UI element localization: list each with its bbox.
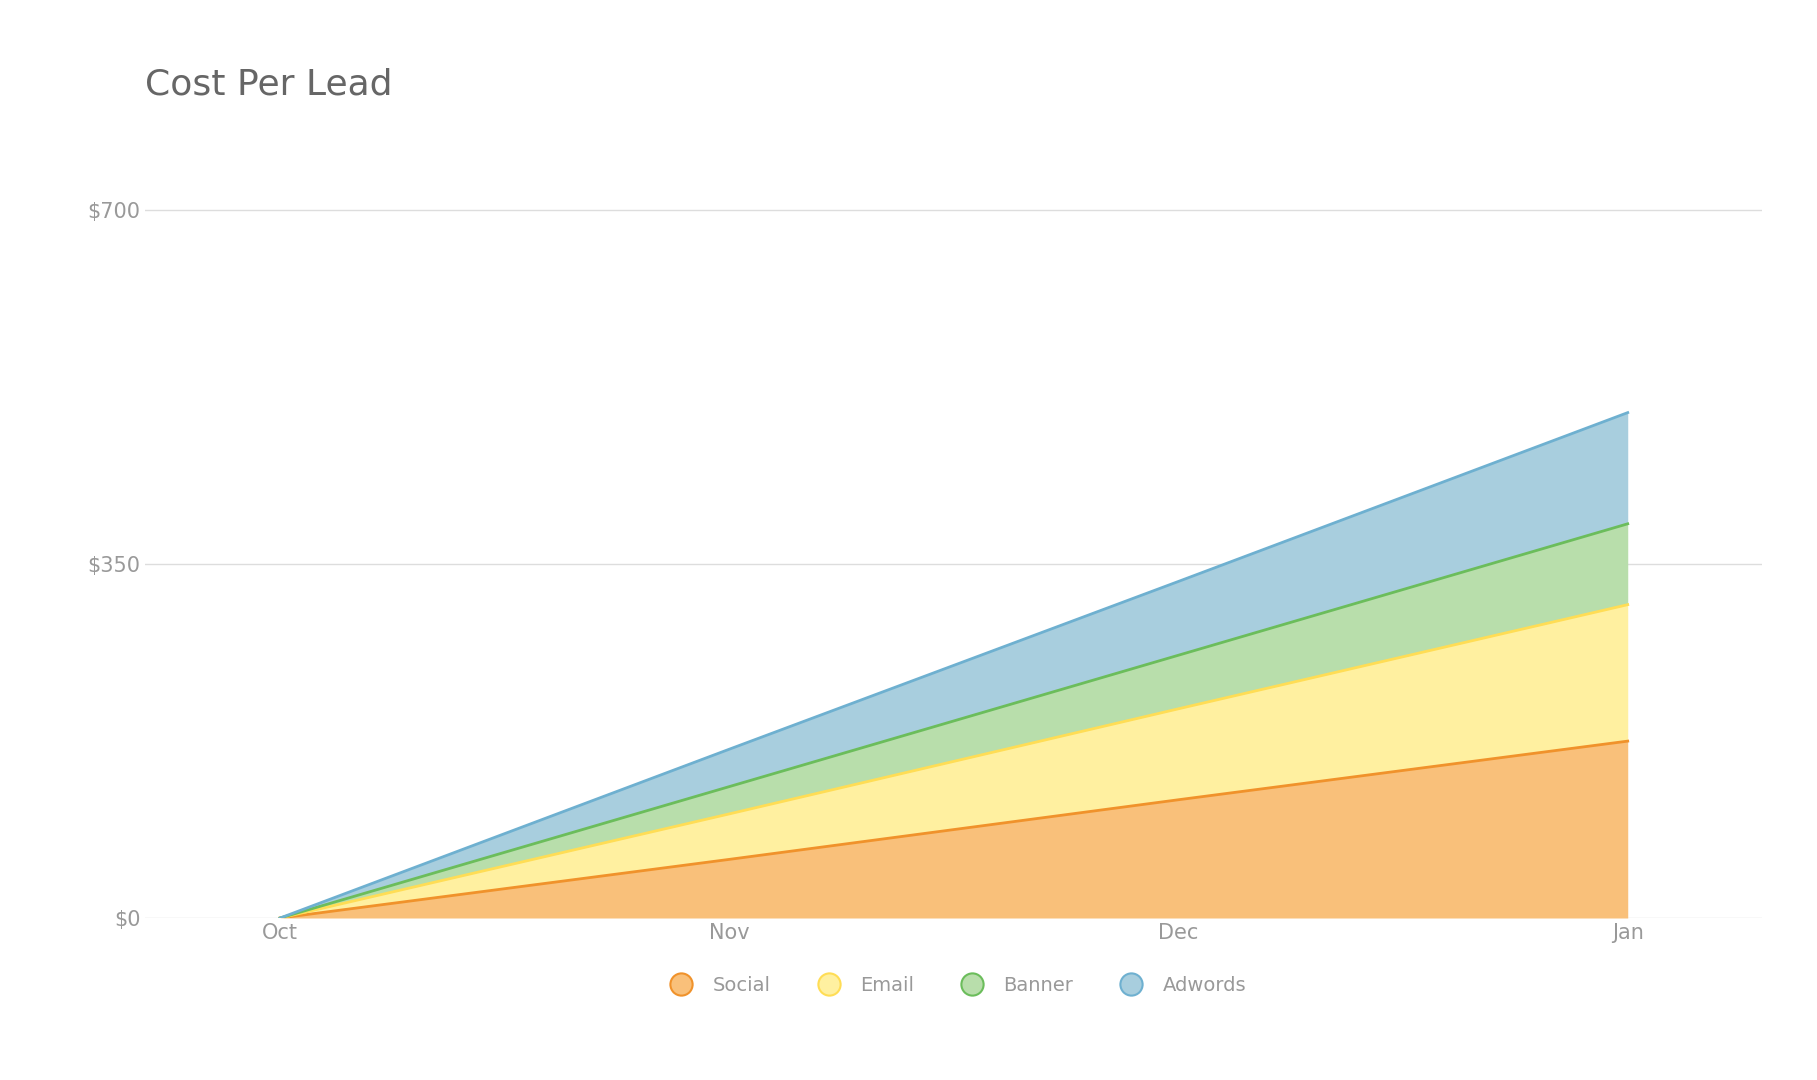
Text: Cost Per Lead: Cost Per Lead bbox=[145, 68, 392, 102]
Legend: Social, Email, Banner, Adwords: Social, Email, Banner, Adwords bbox=[654, 969, 1254, 1003]
